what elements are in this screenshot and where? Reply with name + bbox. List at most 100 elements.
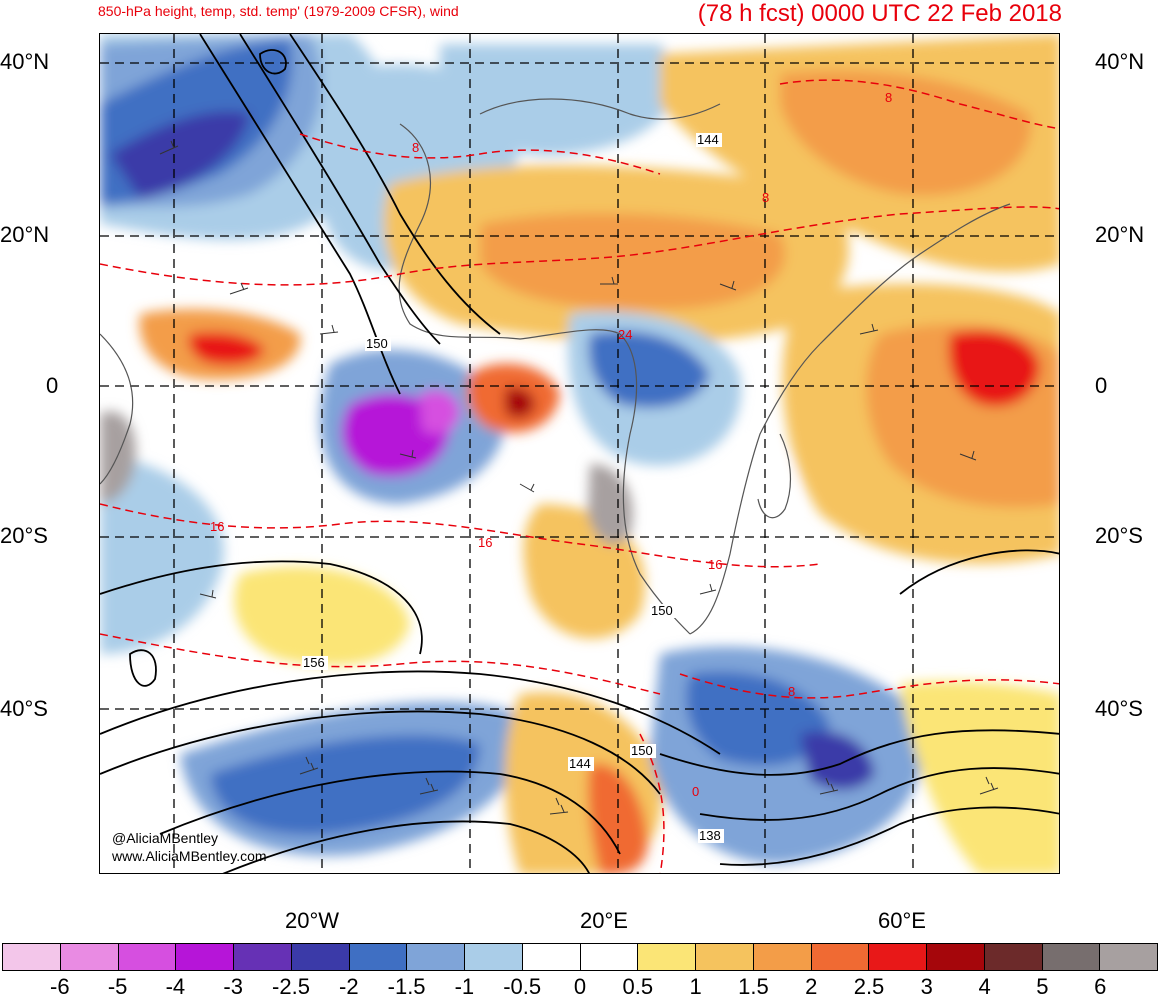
wind-barbs	[159, 140, 999, 815]
colorbar-tick-label: 2.5	[853, 974, 885, 999]
temp-contour-3	[100, 633, 661, 695]
cold-region-south-atlantic-west	[100, 454, 224, 654]
warm-region-southeast	[900, 681, 1059, 873]
wind-barb	[600, 276, 618, 285]
temp-label-16-atlantic: 16	[478, 535, 492, 550]
colorbar-tick-label: 3	[920, 974, 933, 999]
height-contours	[100, 34, 1059, 873]
temp-label-24: 24	[618, 327, 632, 342]
temp-label-16-west: 16	[210, 519, 224, 534]
warm-region-west-atlantic-core	[188, 332, 265, 366]
colorbar-tick-label: 0.5	[622, 974, 654, 999]
lon-label-20w: 20°W	[285, 908, 340, 933]
lat-label-20n-right: 20°N	[1095, 222, 1145, 247]
colorbar-tick-label: -5	[107, 974, 128, 999]
wind-barb	[319, 324, 339, 335]
coastline-madagascar	[757, 433, 791, 519]
cold-region-southern-ocean-east-deep	[800, 731, 875, 790]
height-contour-11	[719, 806, 1059, 866]
colorbar-swatch	[868, 943, 927, 971]
colorbar-swatch	[406, 943, 465, 971]
warm-region-indian-ocean-core	[948, 330, 1040, 407]
height-contour-7	[159, 770, 621, 855]
contour-label-bg	[568, 757, 594, 771]
height-label-150-west: 150	[366, 336, 388, 351]
contour-label-bg	[696, 133, 722, 147]
height-contour-8	[222, 820, 590, 873]
colorbar-swatch	[521, 943, 581, 971]
height-label-138: 138	[699, 828, 721, 843]
contour-label-bg	[365, 337, 391, 351]
lat-label-40s-left: 40°S	[0, 696, 48, 721]
credit-website: www.AliciaMBentley.com	[112, 848, 267, 864]
colorbar-tick-label: 2	[805, 974, 818, 999]
wind-barb	[859, 323, 879, 335]
temp-label-8-mideast: 8	[885, 90, 892, 105]
wind-barb	[299, 756, 319, 775]
temp-label-8-europe: 8	[412, 140, 419, 155]
colorbar-tick-label: -6	[50, 974, 70, 999]
wind-barb	[399, 449, 417, 459]
colorbar-swatch	[752, 943, 812, 971]
height-contour-12	[899, 549, 1059, 595]
height-contour-5	[100, 670, 721, 755]
chart-title-left: 850-hPa height, temp, std. temp' (1979-2…	[98, 3, 459, 19]
wind-barb	[699, 583, 717, 595]
cold-region-central-africa-core	[588, 330, 710, 408]
height-contour-4	[100, 560, 423, 655]
colorbar-swatch	[233, 943, 292, 971]
height-contour-3	[289, 34, 501, 335]
coastline-south-america	[100, 333, 134, 485]
colorbar-tick-label: 1	[689, 974, 702, 999]
colorbar-swatch	[810, 943, 870, 971]
height-contour-low-center	[259, 49, 287, 75]
lat-label-20s-left: 20°S	[0, 523, 48, 548]
contour-labels: 144 150 150 156 150 144 138 8 8 16 16 16…	[210, 90, 892, 843]
height-contour-2	[239, 34, 441, 345]
height-contour-10	[699, 767, 1059, 821]
colorbar-labels: -6 -5 -4 -3 -2.5 -2 -1.5 -1 -0.5 0 0.5 1 1.5 2 2.5 3 4 5 6	[0, 974, 1160, 999]
height-label-150-southern: 150	[631, 743, 653, 758]
colorbar-swatch	[637, 943, 696, 971]
colorbar-tick-label: -3	[223, 974, 243, 999]
colorbar-tick-label: -2	[339, 974, 359, 999]
temp-contour-7	[779, 79, 1059, 130]
contour-label-bg	[650, 604, 676, 618]
height-label-144-north: 144	[697, 132, 719, 147]
colorbar	[2, 943, 1158, 971]
height-contour-south-low	[129, 649, 157, 687]
contour-label-bg	[698, 829, 724, 843]
cold-region-guinea-peak	[420, 390, 460, 434]
height-label-144-southern: 144	[569, 756, 591, 771]
cold-region-nw-deep	[110, 111, 250, 199]
credit-handle: @AliciaMBentley	[112, 830, 219, 846]
lat-label-20s-right: 20°S	[1095, 523, 1143, 548]
colorbar-swatch	[175, 943, 234, 971]
map-panel: 144 150 150 156 150 144 138 8 8 16 16 16…	[99, 33, 1060, 874]
colorbar-swatch	[290, 943, 350, 971]
colorbar-swatch	[579, 943, 639, 971]
colorbar-swatch	[983, 943, 1043, 971]
warm-region-mideast-core	[780, 70, 1032, 196]
coastline-east-africa	[689, 343, 821, 635]
colorbar-tick-label: -1.5	[387, 974, 426, 999]
wind-barb	[199, 589, 217, 599]
lat-label-eq-right: 0	[1095, 373, 1108, 398]
colorbar-swatch	[59, 943, 119, 971]
coastline-mediterranean	[479, 98, 721, 120]
height-label-150-south: 150	[651, 603, 673, 618]
terrain-mask-africa	[588, 464, 633, 545]
temp-label-16-africa: 16	[708, 557, 722, 572]
colorbar-tick-label: 5	[1036, 974, 1049, 999]
coastline-west-africa	[398, 123, 621, 340]
colorbar-swatch	[695, 943, 754, 971]
coastline-arabia	[819, 203, 1011, 345]
contour-label-bg	[302, 656, 328, 670]
colorbar-tick-label: 4	[978, 974, 991, 999]
wind-barb	[819, 777, 839, 795]
lon-label-20e: 20°E	[580, 908, 628, 933]
colorbar-tick-label: -0.5	[503, 974, 542, 999]
colorbar-tick-label: 6	[1094, 974, 1107, 999]
colorbar-swatch	[926, 943, 985, 971]
cold-region-southern-ocean-west-core	[210, 735, 480, 835]
